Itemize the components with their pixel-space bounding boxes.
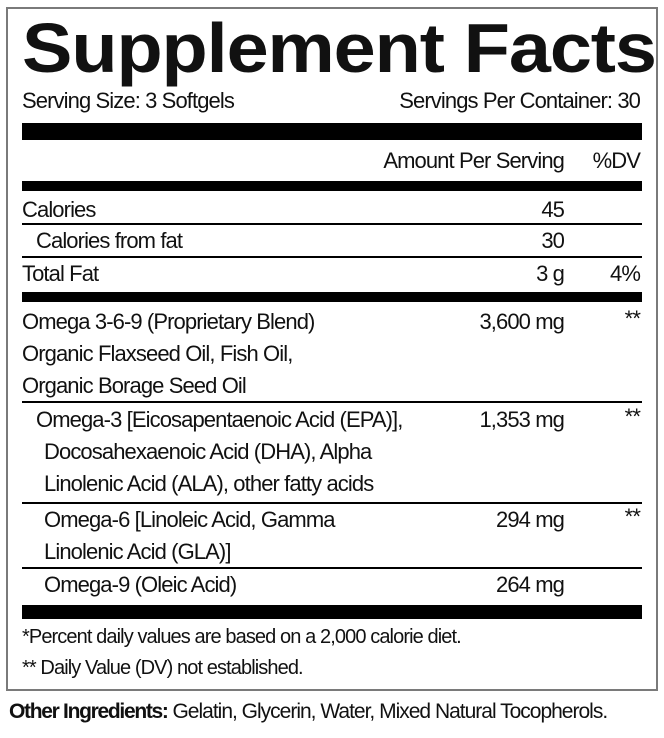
row-amount: 264 mg <box>496 572 565 597</box>
row-label: Calories <box>22 197 96 222</box>
thick-divider <box>22 181 642 191</box>
footnote-dv-basis: *Percent daily values are based on a 2,0… <box>22 626 462 648</box>
row-label: Omega-3 [Eicosapentaenoic Acid (EPA)], <box>36 407 403 432</box>
row-amount: 3 g <box>536 261 565 286</box>
servings-per-container: Servings Per Container: 30 <box>399 88 641 113</box>
other-ingredients-text: Gelatin, Glycerin, Water, Mixed Natural … <box>167 700 608 723</box>
row-dv: ** <box>624 404 641 429</box>
row-amount: 45 <box>541 197 565 222</box>
divider <box>22 223 642 225</box>
serving-size: Serving Size: 3 Softgels <box>22 88 235 113</box>
footnote-dv-not-established: ** Daily Value (DV) not established. <box>22 657 304 679</box>
row-label: Docosahexaenoic Acid (DHA), Alpha <box>44 439 372 464</box>
divider <box>22 256 642 258</box>
row-label: Total Fat <box>22 261 99 286</box>
row-amount: 30 <box>541 228 565 253</box>
other-ingredients-label: Other Ingredients: <box>9 700 169 723</box>
divider <box>22 401 642 403</box>
row-label: Omega-9 (Oleic Acid) <box>44 572 237 597</box>
row-label: Linolenic Acid (ALA), other fatty acids <box>44 471 374 496</box>
amount-header: Amount Per Serving <box>383 148 565 173</box>
row-label: Calories from fat <box>36 228 183 253</box>
row-label: Linolenic Acid (GLA)] <box>44 539 231 564</box>
row-label: Omega-6 [Linoleic Acid, Gamma <box>44 507 335 532</box>
row-label: Organic Flaxseed Oil, Fish Oil, <box>22 341 293 366</box>
row-label: Omega 3-6-9 (Proprietary Blend) <box>22 309 315 334</box>
thick-divider <box>22 605 642 619</box>
panel-title: Supplement Facts <box>22 9 657 87</box>
supplement-facts-panel <box>6 7 658 691</box>
divider <box>22 567 642 569</box>
dv-header: %DV <box>592 148 641 173</box>
row-amount: 3,600 mg <box>479 309 564 334</box>
divider <box>22 502 642 504</box>
other-ingredients: Other Ingredients: Gelatin, Glycerin, Wa… <box>9 700 608 724</box>
row-amount: 1,353 mg <box>479 407 564 432</box>
row-dv: ** <box>624 306 641 331</box>
row-amount: 294 mg <box>496 507 565 532</box>
thick-divider <box>22 123 642 140</box>
thick-divider <box>22 292 642 302</box>
row-dv: 4% <box>610 261 641 286</box>
row-label: Organic Borage Seed Oil <box>22 373 247 398</box>
row-dv: ** <box>624 504 641 529</box>
